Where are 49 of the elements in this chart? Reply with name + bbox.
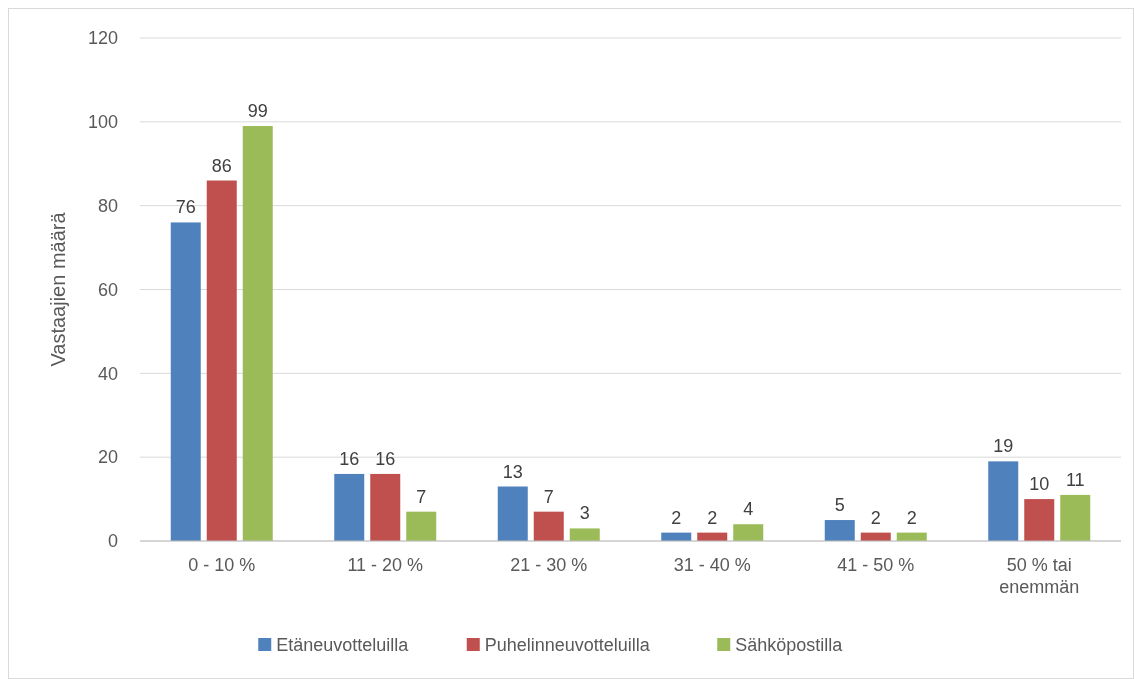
data-label: 99 — [247, 101, 268, 122]
legend-label: Puhelinneuvotteluilla — [484, 635, 651, 656]
y-tick-label: 120 — [87, 28, 118, 49]
legend-label: Etäneuvotteluilla — [276, 635, 410, 656]
y-tick-label: 20 — [97, 447, 118, 468]
data-label: 76 — [175, 197, 196, 218]
bar — [569, 528, 600, 541]
data-label: 2 — [870, 507, 881, 528]
bar — [242, 126, 273, 541]
legend-label: Sähköpostilla — [735, 635, 844, 656]
data-label: 4 — [743, 499, 754, 520]
bar — [206, 180, 237, 541]
bar — [824, 520, 855, 541]
data-label: 86 — [211, 155, 232, 176]
y-axis-title: Vastaajien määrä — [47, 211, 69, 367]
data-label: 11 — [1065, 469, 1085, 490]
bar — [533, 511, 564, 541]
data-label: 13 — [502, 461, 523, 482]
data-label: 2 — [707, 507, 718, 528]
bar — [988, 461, 1019, 541]
data-label: 10 — [1029, 474, 1050, 495]
x-tick-label: 0 - 10 % — [188, 555, 256, 575]
bar — [170, 222, 201, 541]
bar — [1060, 494, 1091, 541]
bar — [370, 473, 401, 541]
x-tick-label: 11 - 20 % — [347, 555, 424, 575]
bar — [1024, 499, 1055, 541]
data-label: 7 — [416, 486, 427, 507]
data-label: 3 — [579, 503, 590, 524]
bar — [497, 486, 528, 541]
bar — [334, 473, 365, 541]
data-label: 2 — [671, 507, 682, 528]
data-label: 16 — [375, 448, 396, 469]
x-tick-label: 41 - 50 % — [837, 555, 915, 575]
y-tick-label: 40 — [97, 363, 118, 384]
y-tick-label: 60 — [97, 279, 118, 300]
x-tick-label: 21 - 30 % — [510, 555, 588, 575]
y-tick-label: 80 — [97, 195, 118, 216]
y-tick-label: 100 — [87, 112, 118, 133]
data-label: 5 — [834, 495, 845, 516]
data-label: 19 — [993, 436, 1014, 457]
bar — [406, 511, 437, 541]
data-label: 16 — [339, 448, 360, 469]
x-tick-label: 50 % tai enemmän — [999, 555, 1080, 597]
data-label: 2 — [906, 507, 917, 528]
x-tick-label: 31 - 40 % — [673, 555, 751, 575]
data-label: 7 — [543, 486, 554, 507]
bar — [733, 524, 764, 541]
y-tick-label: 0 — [107, 531, 118, 552]
